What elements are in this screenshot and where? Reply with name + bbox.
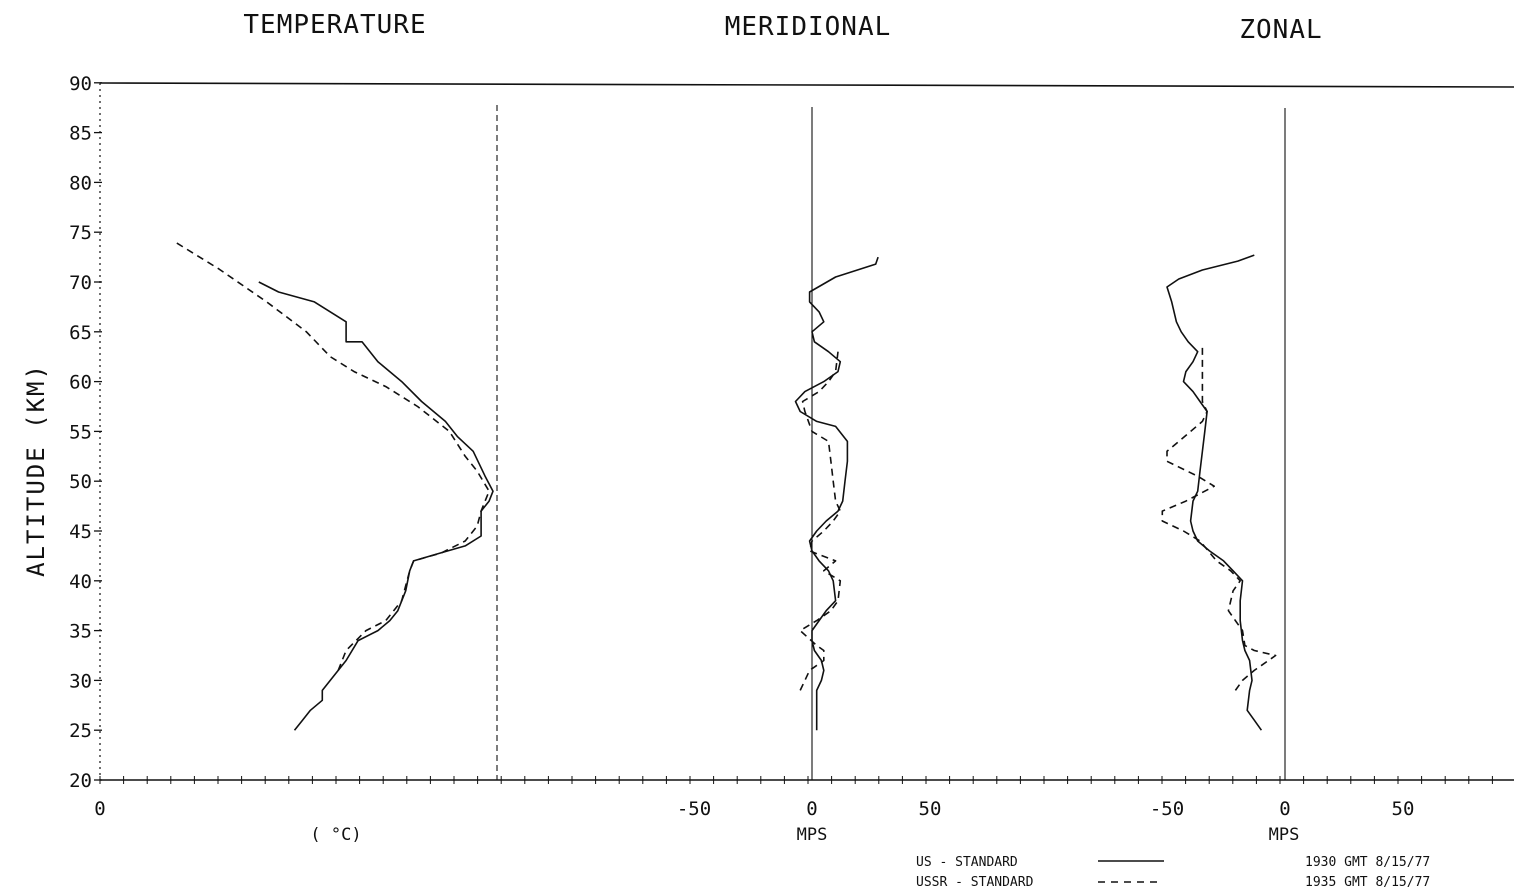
y-tick-label: 30 <box>69 670 92 692</box>
axis-ticks: 202530354045505560657075808590-100-500-5… <box>69 73 1493 820</box>
x-tick-label: -50 <box>677 798 711 820</box>
temperature-ussr-series-line <box>174 241 490 671</box>
meridional-title: MERIDIONAL <box>725 12 892 42</box>
zonal-ussr-series-line <box>1161 346 1277 691</box>
x-tick-label: 50 <box>1392 798 1415 820</box>
temperature-us-series-line <box>258 281 494 731</box>
x-tick-label: 0 <box>806 798 817 820</box>
zonal-us-series-line <box>1166 254 1263 731</box>
temperature-unit-label: ( °C) <box>310 825 361 845</box>
y-tick-label: 65 <box>69 322 92 344</box>
y-axis-label: ALTITUDE (KM) <box>22 363 50 577</box>
zonal-title: ZONAL <box>1239 15 1322 45</box>
y-tick-label: 70 <box>69 272 92 294</box>
y-tick-label: 90 <box>69 73 92 95</box>
meridional-ussr-series-line <box>799 351 842 691</box>
y-tick-label: 85 <box>69 123 92 145</box>
x-tick-label: 0 <box>1279 798 1290 820</box>
legend-time-us: 1930 GMT 8/15/77 <box>1305 855 1430 870</box>
legend-label-ussr: USSR - STANDARD <box>916 875 1034 890</box>
y-tick-label: 75 <box>69 222 92 244</box>
meridional-unit-label: MPS <box>797 825 828 845</box>
x-tick-label: 50 <box>919 798 942 820</box>
y-tick-label: 45 <box>69 521 92 543</box>
legend: US - STANDARD 1930 GMT 8/15/77 USSR - ST… <box>916 855 1430 890</box>
y-tick-label: 20 <box>69 770 92 792</box>
meridional-us-series-line <box>794 256 879 731</box>
y-tick-label: 60 <box>69 372 92 394</box>
temperature-title: TEMPERATURE <box>243 10 426 40</box>
y-tick-label: 50 <box>69 471 92 493</box>
data-series <box>174 241 1277 731</box>
legend-label-us: US - STANDARD <box>916 855 1018 870</box>
y-tick-label: 80 <box>69 172 92 194</box>
y-tick-label: 35 <box>69 621 92 643</box>
y-tick-label: 55 <box>69 421 92 443</box>
legend-time-ussr: 1935 GMT 8/15/77 <box>1305 875 1430 890</box>
y-tick-label: 25 <box>69 720 92 742</box>
x-tick-label: -50 <box>1150 798 1184 820</box>
x-tick-label: 0 <box>94 798 105 820</box>
y-tick-label: 40 <box>69 571 92 593</box>
zonal-unit-label: MPS <box>1269 825 1300 845</box>
top-frame-line <box>99 82 1514 88</box>
